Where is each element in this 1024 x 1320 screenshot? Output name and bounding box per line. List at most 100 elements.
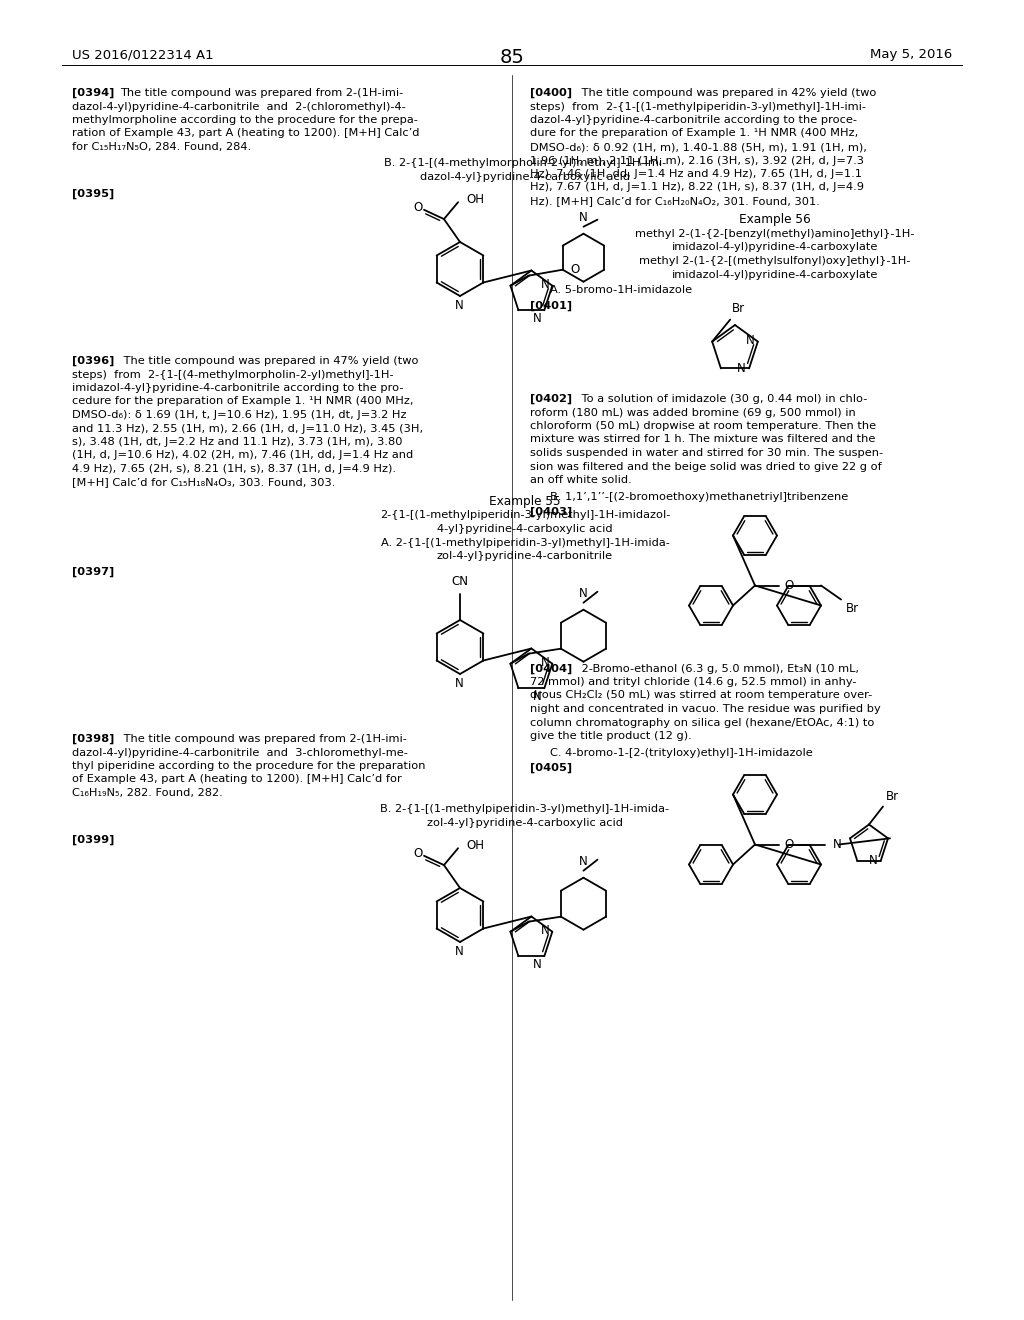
Text: C. 4-bromo-1-[2-(trityloxy)ethyl]-1H-imidazole: C. 4-bromo-1-[2-(trityloxy)ethyl]-1H-imi…	[550, 747, 813, 758]
Text: To a solution of imidazole (30 g, 0.44 mol) in chlo-: To a solution of imidazole (30 g, 0.44 m…	[578, 393, 867, 404]
Text: mixture was stirred for 1 h. The mixture was filtered and the: mixture was stirred for 1 h. The mixture…	[530, 434, 876, 445]
Text: N: N	[833, 838, 842, 851]
Text: The title compound was prepared from 2-(1H-imi-: The title compound was prepared from 2-(…	[120, 88, 403, 98]
Text: steps)  from  2-{1-[(4-methylmorpholin-2-yl)methyl]-1H-: steps) from 2-{1-[(4-methylmorpholin-2-y…	[72, 370, 393, 380]
Text: roform (180 mL) was added bromine (69 g, 500 mmol) in: roform (180 mL) was added bromine (69 g,…	[530, 408, 856, 417]
Text: N: N	[541, 656, 549, 669]
Text: sion was filtered and the beige solid was dried to give 22 g of: sion was filtered and the beige solid wa…	[530, 462, 882, 471]
Text: imidazol-4-yl}pyridine-4-carbonitrile according to the pro-: imidazol-4-yl}pyridine-4-carbonitrile ac…	[72, 383, 403, 393]
Text: N: N	[580, 855, 588, 867]
Text: Hz). [M+H] Calc’d for C₁₆H₂₀N₄O₂, 301. Found, 301.: Hz). [M+H] Calc’d for C₁₆H₂₀N₄O₂, 301. F…	[530, 195, 820, 206]
Text: N: N	[746, 334, 755, 347]
Text: 4.9 Hz), 7.65 (2H, s), 8.21 (1H, s), 8.37 (1H, d, J=4.9 Hz).: 4.9 Hz), 7.65 (2H, s), 8.21 (1H, s), 8.3…	[72, 465, 396, 474]
Text: solids suspended in water and stirred for 30 min. The suspen-: solids suspended in water and stirred fo…	[530, 447, 883, 458]
Text: N: N	[532, 690, 542, 704]
Text: [0396]: [0396]	[72, 356, 115, 366]
Text: steps)  from  2-{1-[(1-methylpiperidin-3-yl)methyl]-1H-imi-: steps) from 2-{1-[(1-methylpiperidin-3-y…	[530, 102, 866, 111]
Text: Example 56: Example 56	[739, 214, 811, 227]
Text: N: N	[580, 586, 588, 599]
Text: N: N	[541, 924, 549, 937]
Text: O: O	[414, 201, 423, 214]
Text: dazol-4-yl}pyridine-4-carbonitrile according to the proce-: dazol-4-yl}pyridine-4-carbonitrile accor…	[530, 115, 857, 125]
Text: column chromatography on silica gel (hexane/EtOAc, 4:1) to: column chromatography on silica gel (hex…	[530, 718, 874, 727]
Text: zol-4-yl}pyridine-4-carboxylic acid: zol-4-yl}pyridine-4-carboxylic acid	[427, 818, 623, 828]
Text: [0394]: [0394]	[72, 88, 115, 98]
Text: imidazol-4-yl)pyridine-4-carboxylate: imidazol-4-yl)pyridine-4-carboxylate	[672, 243, 879, 252]
Text: B. 2-{1-[(4-methylmorpholin-2-yl)methyl]-1H-imi-: B. 2-{1-[(4-methylmorpholin-2-yl)methyl]…	[384, 158, 667, 169]
Text: [0401]: [0401]	[530, 301, 572, 310]
Text: C₁₆H₁₉N₅, 282. Found, 282.: C₁₆H₁₉N₅, 282. Found, 282.	[72, 788, 223, 799]
Text: DMSO-d₆): δ 1.69 (1H, t, J=10.6 Hz), 1.95 (1H, dt, J=3.2 Hz: DMSO-d₆): δ 1.69 (1H, t, J=10.6 Hz), 1.9…	[72, 411, 407, 420]
Text: of Example 43, part A (heating to 1200). [M+H] Calc’d for: of Example 43, part A (heating to 1200).…	[72, 775, 401, 784]
Text: Br: Br	[886, 789, 899, 803]
Text: [0400]: [0400]	[530, 88, 572, 98]
Text: [0395]: [0395]	[72, 189, 115, 199]
Text: Br: Br	[846, 602, 859, 615]
Text: N: N	[532, 313, 542, 325]
Text: and 11.3 Hz), 2.55 (1H, m), 2.66 (1H, d, J=11.0 Hz), 3.45 (3H,: and 11.3 Hz), 2.55 (1H, m), 2.66 (1H, d,…	[72, 424, 423, 433]
Text: N: N	[455, 300, 464, 312]
Text: N: N	[455, 677, 464, 690]
Text: B. 1,1’,1’’-[(2-bromoethoxy)methanetriyl]tribenzene: B. 1,1’,1’’-[(2-bromoethoxy)methanetriyl…	[550, 491, 848, 502]
Text: May 5, 2016: May 5, 2016	[869, 48, 952, 61]
Text: N: N	[869, 854, 878, 867]
Text: The title compound was prepared in 42% yield (two: The title compound was prepared in 42% y…	[578, 88, 877, 98]
Text: an off white solid.: an off white solid.	[530, 475, 632, 484]
Text: Br: Br	[732, 301, 745, 314]
Text: [M+H] Calc’d for C₁₅H₁₈N₄O₃, 303. Found, 303.: [M+H] Calc’d for C₁₅H₁₈N₄O₃, 303. Found,…	[72, 478, 336, 487]
Text: A. 5-bromo-1H-imidazole: A. 5-bromo-1H-imidazole	[550, 285, 692, 294]
Text: N: N	[541, 279, 549, 292]
Text: [0402]: [0402]	[530, 393, 572, 404]
Text: [0403]: [0403]	[530, 507, 572, 517]
Text: for C₁₅H₁₇N₅O, 284. Found, 284.: for C₁₅H₁₇N₅O, 284. Found, 284.	[72, 143, 251, 152]
Text: N: N	[532, 958, 542, 972]
Text: The title compound was prepared in 47% yield (two: The title compound was prepared in 47% y…	[120, 356, 419, 366]
Text: Hz), 7.67 (1H, d, J=1.1 Hz), 8.22 (1H, s), 8.37 (1H, d, J=4.9: Hz), 7.67 (1H, d, J=1.1 Hz), 8.22 (1H, s…	[530, 182, 864, 193]
Text: 2-{1-[(1-methylpiperidin-3-yl)methyl]-1H-imidazol-: 2-{1-[(1-methylpiperidin-3-yl)methyl]-1H…	[380, 511, 670, 520]
Text: [0405]: [0405]	[530, 763, 572, 774]
Text: methylmorpholine according to the procedure for the prepa-: methylmorpholine according to the proced…	[72, 115, 418, 125]
Text: 1.96 (1H, m), 2.11 (1H, m), 2.16 (3H, s), 3.92 (2H, d, J=7.3: 1.96 (1H, m), 2.11 (1H, m), 2.16 (3H, s)…	[530, 156, 864, 165]
Text: dazol-4-yl}pyridine-4-carboxylic acid: dazol-4-yl}pyridine-4-carboxylic acid	[420, 172, 630, 182]
Text: night and concentrated in vacuo. The residue was purified by: night and concentrated in vacuo. The res…	[530, 704, 881, 714]
Text: s), 3.48 (1H, dt, J=2.2 Hz and 11.1 Hz), 3.73 (1H, m), 3.80: s), 3.48 (1H, dt, J=2.2 Hz and 11.1 Hz),…	[72, 437, 402, 447]
Text: [0398]: [0398]	[72, 734, 115, 744]
Text: cedure for the preparation of Example 1. ¹H NMR (400 MHz,: cedure for the preparation of Example 1.…	[72, 396, 414, 407]
Text: thyl piperidine according to the procedure for the preparation: thyl piperidine according to the procedu…	[72, 762, 426, 771]
Text: The title compound was prepared from 2-(1H-imi-: The title compound was prepared from 2-(…	[120, 734, 407, 744]
Text: zol-4-yl}pyridine-4-carbonitrile: zol-4-yl}pyridine-4-carbonitrile	[437, 550, 613, 561]
Text: drous CH₂Cl₂ (50 mL) was stirred at room temperature over-: drous CH₂Cl₂ (50 mL) was stirred at room…	[530, 690, 872, 701]
Text: N: N	[737, 362, 746, 375]
Text: DMSO-d₆): δ 0.92 (1H, m), 1.40-1.88 (5H, m), 1.91 (1H, m),: DMSO-d₆): δ 0.92 (1H, m), 1.40-1.88 (5H,…	[530, 143, 867, 152]
Text: ration of Example 43, part A (heating to 1200). [M+H] Calc’d: ration of Example 43, part A (heating to…	[72, 128, 420, 139]
Text: [0399]: [0399]	[72, 834, 115, 845]
Text: Hz), 7.46 (1H, dd, J=1.4 Hz and 4.9 Hz), 7.65 (1H, d, J=1.1: Hz), 7.46 (1H, dd, J=1.4 Hz and 4.9 Hz),…	[530, 169, 862, 180]
Text: 72 mmol) and trityl chloride (14.6 g, 52.5 mmol) in anhy-: 72 mmol) and trityl chloride (14.6 g, 52…	[530, 677, 856, 686]
Text: N: N	[455, 945, 464, 958]
Text: O: O	[784, 838, 794, 851]
Text: US 2016/0122314 A1: US 2016/0122314 A1	[72, 48, 214, 61]
Text: 2-Bromo-ethanol (6.3 g, 5.0 mmol), Et₃N (10 mL,: 2-Bromo-ethanol (6.3 g, 5.0 mmol), Et₃N …	[578, 664, 859, 673]
Text: dazol-4-yl)pyridine-4-carbonitrile  and  3-chloromethyl-me-: dazol-4-yl)pyridine-4-carbonitrile and 3…	[72, 747, 408, 758]
Text: dure for the preparation of Example 1. ¹H NMR (400 MHz,: dure for the preparation of Example 1. ¹…	[530, 128, 858, 139]
Text: Example 55: Example 55	[489, 495, 561, 508]
Text: B. 2-{1-[(1-methylpiperidin-3-yl)methyl]-1H-imida-: B. 2-{1-[(1-methylpiperidin-3-yl)methyl]…	[381, 804, 670, 814]
Text: 4-yl}pyridine-4-carboxylic acid: 4-yl}pyridine-4-carboxylic acid	[437, 524, 612, 535]
Text: [0404]: [0404]	[530, 664, 572, 673]
Text: give the title product (12 g).: give the title product (12 g).	[530, 731, 692, 741]
Text: [0397]: [0397]	[72, 566, 115, 577]
Text: methyl 2-(1-{2-[(methylsulfonyl)oxy]ethyl}-1H-: methyl 2-(1-{2-[(methylsulfonyl)oxy]ethy…	[639, 256, 910, 267]
Text: OH: OH	[466, 193, 484, 206]
Text: N: N	[580, 211, 588, 223]
Text: dazol-4-yl)pyridine-4-carbonitrile  and  2-(chloromethyl)-4-: dazol-4-yl)pyridine-4-carbonitrile and 2…	[72, 102, 406, 111]
Text: O: O	[784, 579, 794, 591]
Text: imidazol-4-yl)pyridine-4-carboxylate: imidazol-4-yl)pyridine-4-carboxylate	[672, 269, 879, 280]
Text: O: O	[570, 263, 580, 276]
Text: 85: 85	[500, 48, 524, 67]
Text: (1H, d, J=10.6 Hz), 4.02 (2H, m), 7.46 (1H, dd, J=1.4 Hz and: (1H, d, J=10.6 Hz), 4.02 (2H, m), 7.46 (…	[72, 450, 414, 461]
Text: O: O	[414, 847, 423, 861]
Text: methyl 2-(1-{2-[benzyl(methyl)amino]ethyl}-1H-: methyl 2-(1-{2-[benzyl(methyl)amino]ethy…	[635, 228, 914, 239]
Text: A. 2-{1-[(1-methylpiperidin-3-yl)methyl]-1H-imida-: A. 2-{1-[(1-methylpiperidin-3-yl)methyl]…	[381, 537, 670, 548]
Text: chloroform (50 mL) dropwise at room temperature. Then the: chloroform (50 mL) dropwise at room temp…	[530, 421, 877, 432]
Text: CN: CN	[452, 576, 469, 587]
